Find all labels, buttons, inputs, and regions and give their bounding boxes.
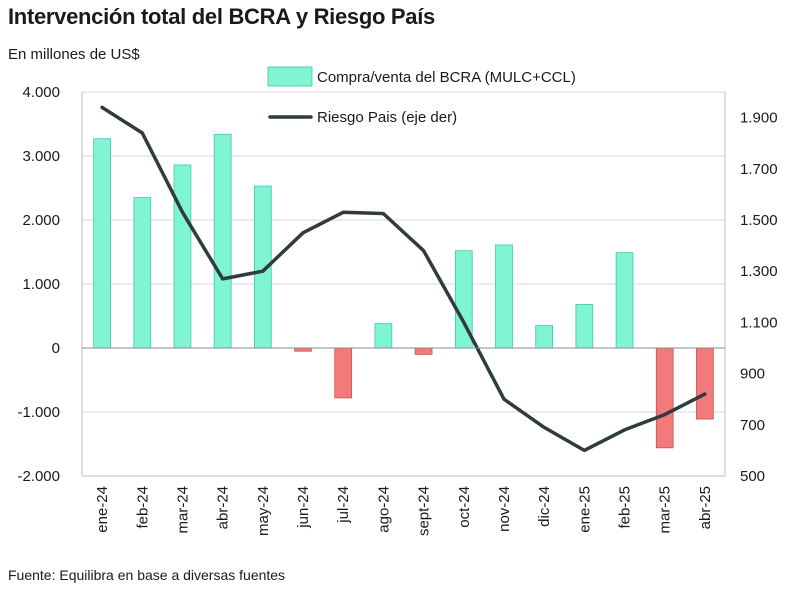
category-label: ene-25 [576, 486, 593, 533]
category-label: feb-25 [617, 486, 634, 529]
legend-label-line: Riesgo Pais (eje der) [317, 109, 457, 126]
axes: 4.000 3.000 2.000 1.000 0 -1.000 -2.000 1.900 1.… [17, 84, 777, 536]
left-tick-label: 0 [52, 340, 60, 357]
bar [615, 252, 634, 349]
right-tick-label: 1.300 [740, 263, 778, 280]
right-tick-label: 1.100 [740, 314, 778, 331]
bar [374, 323, 393, 349]
right-tick-label: 1.900 [740, 110, 778, 127]
bar [173, 164, 192, 349]
category-label: may-24 [255, 486, 272, 536]
category-label: ago-24 [375, 486, 392, 533]
chart-subtitle: En millones de US$ [8, 46, 140, 63]
left-tick-label: 2.000 [22, 212, 60, 229]
bar [133, 197, 152, 349]
left-tick-label: 1.000 [22, 276, 60, 293]
category-label: mar-24 [174, 486, 191, 534]
bar [93, 138, 111, 349]
left-tick-label: -1.000 [17, 404, 60, 421]
legend: Compra/venta del BCRA (MULC+CCL) Riesgo P… [267, 66, 576, 126]
bar-series [93, 133, 714, 449]
legend-swatch-bar [267, 66, 313, 87]
bar [696, 347, 714, 420]
category-label: feb-24 [134, 486, 151, 529]
category-label: dic-24 [536, 486, 553, 527]
bar [575, 304, 594, 349]
category-label: jul-24 [335, 486, 352, 524]
right-tick-label: 700 [740, 417, 765, 434]
category-label: mar-25 [657, 486, 674, 534]
category-label: abr-25 [697, 486, 714, 529]
right-tick-label: 1.700 [740, 161, 778, 178]
bar [655, 347, 674, 449]
bar [213, 133, 232, 349]
category-label: oct-24 [456, 486, 473, 528]
category-label: jun-24 [295, 486, 312, 529]
category-label: nov-24 [496, 486, 513, 532]
bar [414, 347, 433, 355]
legend-label-bar: Compra/venta del BCRA (MULC+CCL) [317, 69, 576, 86]
right-tick-label: 1.500 [740, 212, 778, 229]
bar [495, 244, 513, 349]
line-series [100, 105, 707, 453]
left-tick-label: -2.000 [17, 468, 60, 485]
category-label: abr-24 [215, 486, 232, 529]
chart-source: Fuente: Equilibra en base a diversas fue… [8, 567, 286, 583]
category-label: ene-24 [94, 486, 111, 533]
riesgo-pais-line [100, 105, 707, 453]
bar [535, 325, 553, 349]
category-label: sept-24 [416, 486, 433, 536]
right-tick-label: 500 [740, 468, 765, 485]
bar [334, 347, 353, 399]
left-tick-label: 4.000 [22, 84, 60, 101]
left-tick-label: 3.000 [22, 148, 60, 165]
right-tick-label: 900 [740, 366, 765, 383]
chart-title: Intervención total del BCRA y Riesgo Paí… [8, 4, 435, 29]
